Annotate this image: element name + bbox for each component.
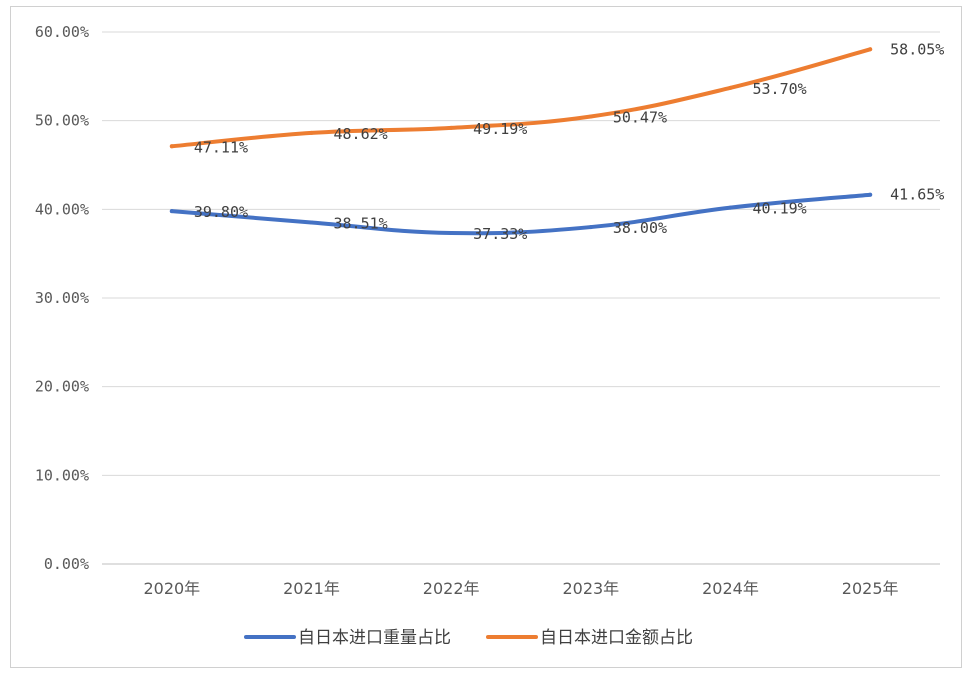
data-point xyxy=(449,231,454,236)
legend-label-1: 自日本进口重量占比 xyxy=(298,628,451,648)
chart-frame xyxy=(10,6,962,668)
data-label: 50.47% xyxy=(613,108,667,126)
y-tick-label: 40.00% xyxy=(35,200,89,218)
data-point xyxy=(728,85,733,90)
y-tick-label: 10.00% xyxy=(35,466,89,484)
data-label: 40.19% xyxy=(753,200,807,218)
data-point xyxy=(169,209,174,214)
data-label: 37.33% xyxy=(473,225,527,243)
y-axis: 0.00% 10.00% 20.00% 30.00% 40.00% 50.00% 60.00… xyxy=(35,23,89,573)
data-label: 53.70% xyxy=(753,80,807,98)
x-tick-label: 2025年 xyxy=(842,579,899,598)
y-tick-label: 60.00% xyxy=(35,23,89,41)
x-tick-label: 2022年 xyxy=(423,579,480,598)
data-label: 39.80% xyxy=(194,203,248,221)
data-point xyxy=(309,130,314,135)
data-label: 38.51% xyxy=(334,215,388,233)
data-label: 38.00% xyxy=(613,219,667,237)
data-label: 41.65% xyxy=(890,186,944,204)
x-tick-label: 2020年 xyxy=(143,579,200,598)
y-tick-label: 0.00% xyxy=(44,555,89,573)
x-tick-label: 2024年 xyxy=(702,579,759,598)
legend-label-2: 自日本进口金额占比 xyxy=(540,628,693,648)
data-point xyxy=(868,47,873,52)
series-line-1 xyxy=(169,192,873,236)
gridlines xyxy=(102,31,940,565)
x-tick-label: 2023年 xyxy=(562,579,619,598)
x-tick-label: 2021年 xyxy=(283,579,340,598)
data-labels: 39.80% 38.51% 37.33% 38.00% 40.19% 41.65% 47.1… xyxy=(194,40,945,243)
data-point xyxy=(588,225,593,230)
data-point xyxy=(728,205,733,210)
data-point xyxy=(868,192,873,197)
series-lines xyxy=(169,47,873,236)
data-label: 47.11% xyxy=(194,138,248,156)
data-label: 58.05% xyxy=(890,40,944,58)
x-axis: 2020年 2021年 2022年 2023年 2024年 2025年 xyxy=(143,579,898,598)
data-point xyxy=(169,144,174,149)
data-label: 48.62% xyxy=(334,125,388,143)
legend: 自日本进口重量占比 自日本进口金额占比 xyxy=(244,628,693,648)
data-point xyxy=(309,220,314,225)
data-point xyxy=(449,125,454,130)
data-label: 49.19% xyxy=(473,120,527,138)
series-line-2 xyxy=(169,47,873,149)
y-tick-label: 20.00% xyxy=(35,378,89,396)
y-tick-label: 30.00% xyxy=(35,289,89,307)
data-point xyxy=(588,114,593,119)
y-tick-label: 50.00% xyxy=(35,112,89,130)
